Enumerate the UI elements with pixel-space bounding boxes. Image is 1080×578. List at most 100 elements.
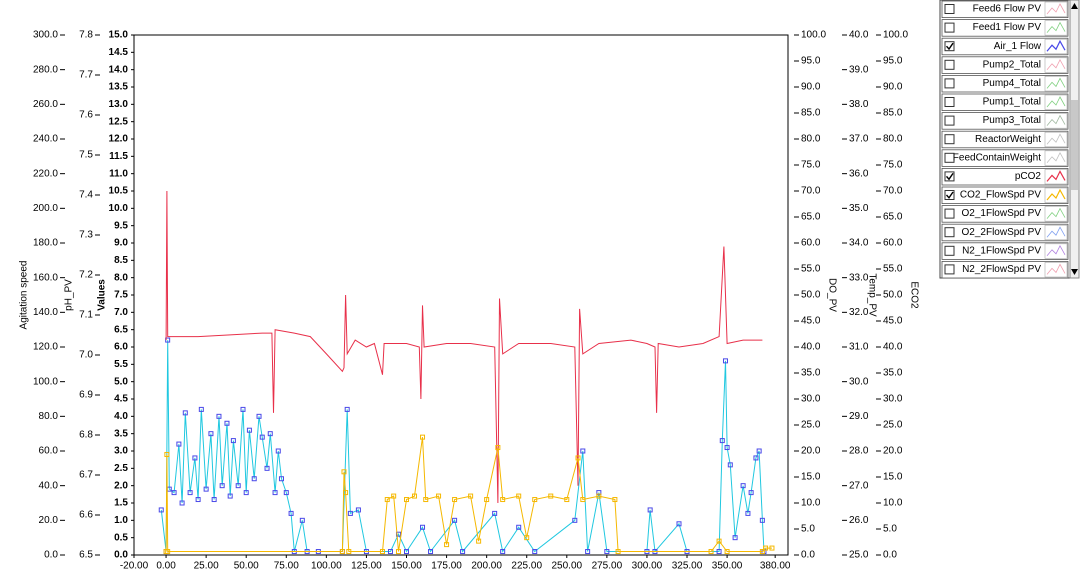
- legend-checkbox[interactable]: [944, 227, 955, 238]
- legend-checkbox[interactable]: [944, 22, 955, 33]
- legend-item[interactable]: Pump3_Total: [941, 112, 1069, 130]
- scroll-thumb[interactable]: [1071, 100, 1078, 190]
- y-tick-label: 6.7: [79, 470, 93, 481]
- y-axis-title: ECO2: [908, 281, 919, 309]
- y-tick-label: 11.5: [109, 151, 128, 162]
- series-marker: [195, 497, 201, 503]
- legend-checkbox[interactable]: [944, 4, 955, 14]
- legend-row: [941, 167, 1069, 186]
- y-tick-label: 31.0: [849, 342, 869, 353]
- y-tick-label: 90.0: [883, 82, 903, 93]
- legend-checkbox[interactable]: [944, 245, 955, 256]
- x-tick-label: 250.00: [551, 561, 582, 572]
- legend-label: ReactorWeight: [975, 134, 1041, 145]
- x-tick-label: 50.00: [234, 561, 259, 572]
- y-tick-label: 5.5: [114, 359, 128, 370]
- y-tick-label: 20.0: [801, 446, 821, 457]
- series-line: [165, 437, 772, 552]
- series-marker: [759, 549, 765, 555]
- y-tick-label: 12.0: [109, 134, 129, 145]
- legend-row: [941, 0, 1069, 19]
- y-tick-label: 29.0: [849, 411, 869, 422]
- y-tick-label: 200.0: [33, 203, 58, 214]
- legend-item[interactable]: N2_1FlowSpd PV: [941, 242, 1069, 260]
- y-tick-label: 6.5: [114, 324, 128, 335]
- legend-item[interactable]: Air_1 Flow: [941, 37, 1069, 56]
- legend-checkbox[interactable]: [944, 115, 955, 126]
- legend-item[interactable]: N2_2FlowSpd PV: [941, 260, 1069, 279]
- y-tick-label: 15.0: [109, 30, 129, 41]
- legend-swatch: [1046, 39, 1066, 52]
- legend-swatch-box: [1044, 262, 1068, 278]
- legend-item[interactable]: FeedContainWeight: [941, 149, 1069, 167]
- series-marker: [240, 406, 246, 412]
- legend-panel: Feed6 Flow PV Feed1 Flow PV Air_1 Flow Pump…: [939, 0, 1080, 279]
- legend-checkbox[interactable]: [944, 264, 955, 275]
- y-tick-label: 240.0: [33, 134, 58, 145]
- series-marker: [468, 493, 474, 499]
- legend-swatch-box: [1044, 131, 1068, 148]
- series-marker: [759, 517, 765, 523]
- y-tick-label: 80.0: [39, 411, 59, 422]
- y-tick-label: 2.5: [114, 463, 128, 474]
- y-tick-label: 95.0: [801, 56, 821, 67]
- y-tick-label: 95.0: [883, 56, 903, 67]
- legend-checkbox[interactable]: [944, 171, 955, 182]
- legend-checkbox[interactable]: [944, 59, 955, 70]
- series-line: [165, 190, 763, 504]
- y-tick-label: 7.5: [79, 150, 93, 161]
- series-marker: [428, 549, 434, 555]
- legend-item[interactable]: O2_1FlowSpd PV: [941, 205, 1069, 223]
- legend-item[interactable]: Pump1_Total: [941, 93, 1069, 112]
- y-tick-label: 6.0: [114, 342, 128, 353]
- y-tick-label: 4.5: [114, 394, 128, 405]
- legend-checkbox[interactable]: [944, 190, 955, 200]
- legend-item[interactable]: Feed6 Flow PV: [941, 0, 1069, 19]
- y-tick-label: 35.0: [883, 368, 903, 379]
- series-marker: [580, 448, 586, 454]
- legend-swatch-box: [1044, 113, 1068, 129]
- y-tick-label: 40.0: [801, 342, 821, 353]
- y-tick-label: 0.0: [114, 550, 128, 561]
- y-axis-title: Values: [97, 279, 108, 311]
- legend-item[interactable]: Pump2_Total: [941, 56, 1069, 74]
- y-tick-label: 7.7: [79, 70, 93, 81]
- series-marker: [203, 486, 209, 492]
- legend-item[interactable]: Feed1 Flow PV: [941, 19, 1069, 37]
- y-tick-label: 0.0: [44, 550, 58, 561]
- legend-checkbox[interactable]: [944, 97, 955, 107]
- y-tick-label: 60.0: [39, 446, 59, 457]
- legend-row: [941, 19, 1069, 37]
- legend-swatch-box: [1044, 150, 1068, 166]
- legend-item[interactable]: CO2_FlowSpd PV: [941, 186, 1069, 205]
- scroll-up[interactable]: [1071, 3, 1078, 9]
- x-tick-label: 175.00: [431, 561, 462, 572]
- legend-row: [941, 223, 1069, 242]
- legend-checkbox[interactable]: [944, 152, 955, 163]
- series-marker: [500, 497, 506, 503]
- legend-item[interactable]: ReactorWeight: [941, 130, 1069, 149]
- legend-item[interactable]: Pump4_Total: [941, 75, 1069, 93]
- y-tick-label: 10.0: [109, 203, 129, 214]
- legend-label: N2_2FlowSpd PV: [962, 264, 1041, 275]
- legend-item[interactable]: pCO2: [941, 167, 1069, 186]
- series-marker: [719, 438, 725, 444]
- y-tick-label: 40.0: [883, 342, 903, 353]
- scroll-down[interactable]: [1071, 269, 1078, 275]
- plot-series: [158, 190, 775, 555]
- legend-label: O2_1FlowSpd PV: [962, 208, 1042, 219]
- legend-checkbox[interactable]: [944, 41, 955, 52]
- legend-checkbox[interactable]: [944, 208, 955, 219]
- legend-checkbox[interactable]: [944, 134, 955, 145]
- series-marker: [676, 521, 682, 527]
- y-tick-label: 180.0: [33, 238, 58, 249]
- series-marker: [230, 438, 236, 444]
- legend-swatch: [1046, 77, 1066, 89]
- series-marker: [500, 549, 506, 555]
- legend-item[interactable]: O2_2FlowSpd PV: [941, 223, 1069, 242]
- y-tick-label: 20.0: [39, 515, 59, 526]
- legend-checkbox[interactable]: [944, 78, 955, 89]
- series-marker: [516, 524, 522, 530]
- series-marker: [444, 542, 450, 548]
